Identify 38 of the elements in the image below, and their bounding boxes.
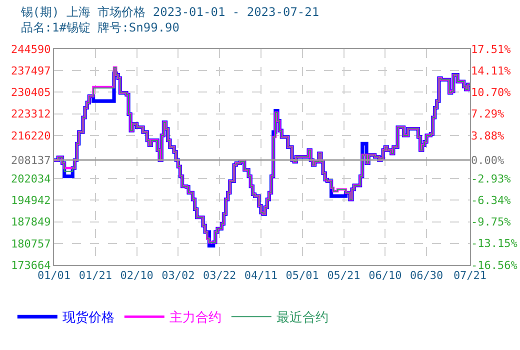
- x-tick-label: 01/21: [78, 269, 112, 282]
- y-tick-label: 216220: [11, 129, 51, 142]
- y2-tick-label: -16.56%: [471, 258, 518, 272]
- y2-tick-label: 7.29%: [471, 108, 504, 121]
- y2-tick-label: -2.93%: [471, 172, 512, 186]
- x-tick-label: 05/21: [327, 269, 360, 282]
- y-tick-label: 208137: [11, 154, 51, 167]
- chart-subtitle: 品名:1#锡锭 牌号:Sn99.90: [20, 20, 180, 34]
- x-tick-label: 03/22: [203, 269, 236, 282]
- y2-tick-label: 3.88%: [471, 129, 504, 142]
- y2-tick-label: 0.00%: [471, 154, 504, 167]
- y-tick-label: 194942: [11, 194, 51, 208]
- legend-label: 现货价格: [62, 310, 114, 326]
- x-tick-label: 07/21: [453, 269, 487, 282]
- x-tick-label: 05/01: [286, 269, 319, 282]
- y-tick-label: 202034: [11, 172, 52, 186]
- y2-tick-label: 10.70%: [471, 86, 512, 100]
- y-tick-label: 187849: [11, 216, 51, 229]
- y2-tick-label: 17.51%: [471, 42, 512, 56]
- y-tick-label: 237497: [11, 64, 51, 78]
- x-tick-label: 01/01: [37, 269, 71, 282]
- y2-tick-label: -9.75%: [471, 216, 512, 229]
- x-tick-label: 04/11: [244, 269, 278, 282]
- legend-label: 最近合约: [276, 310, 328, 326]
- x-tick-label: 06/30: [410, 269, 444, 282]
- y2-tick-label: 14.11%: [471, 64, 512, 78]
- x-tick-label: 02/10: [120, 269, 154, 282]
- y-tick-label: 230405: [11, 86, 51, 100]
- legend-label: 主力合约: [169, 310, 222, 326]
- chart-title: 锡(期) 上海 市场价格 2023-01-01 - 2023-07-21: [20, 4, 320, 19]
- y2-tick-label: -6.34%: [471, 194, 512, 208]
- y-tick-label: 180757: [11, 237, 51, 250]
- y2-tick-label: -13.15%: [471, 237, 518, 250]
- y-tick-label: 173664: [11, 258, 52, 272]
- y-tick-label: 244590: [11, 42, 51, 56]
- x-tick-label: 06/10: [368, 269, 402, 282]
- x-tick-label: 03/02: [162, 269, 195, 282]
- y-tick-label: 223312: [11, 108, 51, 121]
